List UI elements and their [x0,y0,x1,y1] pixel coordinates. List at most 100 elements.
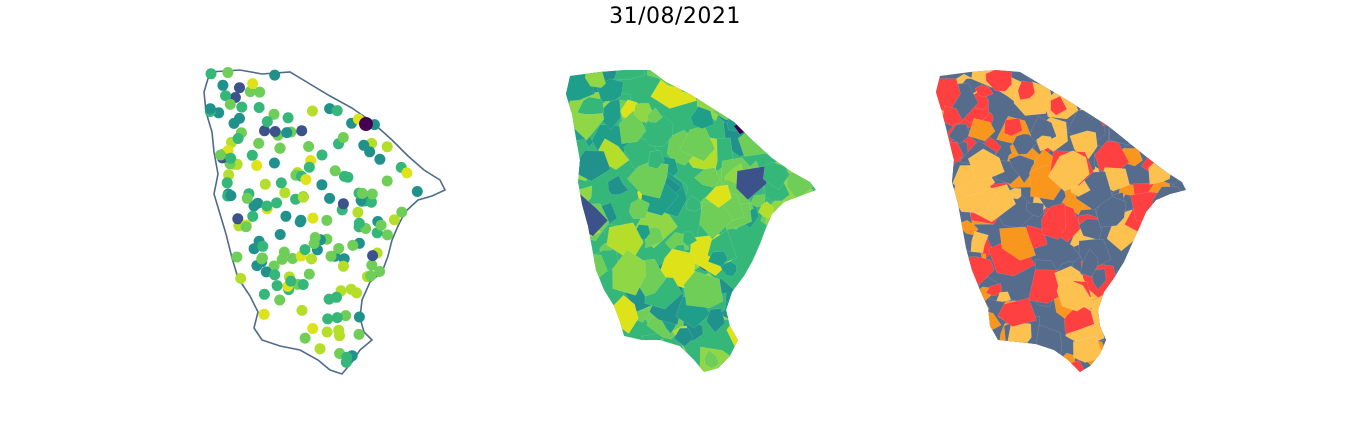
station-point [337,260,349,272]
municipality-cell [1013,357,1041,372]
municipality-cell [607,175,629,195]
municipality-cell [679,125,716,162]
municipality-cell [997,297,1037,327]
station-point [274,142,286,154]
municipality-cell [1091,268,1107,290]
station-point [300,174,312,185]
municipality-cell [1147,259,1183,289]
municipality-cell [1096,70,1123,91]
station-point [296,304,308,316]
station-point [359,117,373,131]
station-point [258,288,270,300]
municipality-cell [948,123,971,145]
station-point [296,125,308,137]
station-point [247,210,259,222]
municipality-cell [1064,304,1095,335]
municipality-cell [629,198,650,219]
municipality-cell [686,195,705,212]
station-point [331,312,343,324]
municipality-cell [1080,248,1099,278]
station-point [253,102,265,113]
municipality-cell [1151,88,1186,126]
station-point [358,139,370,151]
municipality-cell [1102,289,1137,316]
municipality-cell [1118,292,1142,315]
municipality-cell [974,84,994,98]
station-point [303,161,315,173]
station-point [268,157,280,169]
municipality-cell [1144,95,1186,139]
station-point [374,266,386,277]
station-point [271,280,283,292]
municipality-cell [682,231,698,247]
station-point [276,253,288,265]
station-point [351,287,363,299]
municipality-cell [627,161,669,199]
municipality-cell [1050,95,1068,116]
municipality-cell [690,106,715,129]
municipality-cell [1139,95,1182,132]
municipality-cell [936,342,956,370]
municipality-cell [1170,109,1186,132]
municipality-cell [949,325,972,350]
municipality-cell [1142,267,1170,301]
station-point [205,68,217,80]
municipality-cell [646,107,663,123]
station-point [252,197,264,209]
station-point [225,190,237,202]
municipality-cell [1064,80,1089,104]
station-point [228,117,240,129]
station-point [268,108,280,120]
station-point [240,221,252,233]
municipality-cell [612,249,646,296]
figure-title: 31/08/2021 [609,4,741,29]
municipality-cell [1171,316,1186,351]
municipality-cells [936,70,1186,372]
station-point [275,177,287,189]
station-point [308,238,320,249]
station-point [241,192,253,204]
station-point [367,250,379,262]
station-point [411,186,423,197]
municipality-cell [996,291,1012,302]
municipality-cell [936,223,968,263]
station-point [333,243,345,254]
station-point [254,86,266,98]
municipality-cell [942,298,958,318]
station-point [280,210,292,222]
municipality-cell [706,308,726,333]
station-point [220,90,232,102]
station-point [396,206,408,218]
municipality-cell [946,338,977,372]
station-point [341,351,353,363]
municipality-cell [1012,133,1038,155]
municipality-cell [703,349,720,369]
municipality-cell [1164,261,1186,298]
municipality-cell [936,237,956,267]
station-point [236,101,248,113]
municipality-cell [1134,261,1158,282]
municipality-cell [1156,106,1186,137]
station-point [333,324,345,336]
municipality-cell [950,363,966,372]
municipality-cell [1121,70,1142,88]
station-point [221,177,233,189]
station-point [271,197,283,209]
station-point [294,216,306,228]
municipality-cell [936,279,960,320]
station-point [281,127,293,139]
station-point [246,149,258,161]
municipality-cell [985,70,1012,92]
station-point [235,272,247,284]
municipality-cell [1017,80,1036,100]
station-point [269,126,281,137]
municipality-cell [1004,118,1023,137]
station-point [365,270,377,282]
municipality-cell [1109,350,1128,369]
municipality-cell [1146,320,1164,336]
municipality-cell [694,167,721,188]
municipality-cell [683,270,724,309]
station-point [274,229,286,240]
station-point [258,308,270,320]
